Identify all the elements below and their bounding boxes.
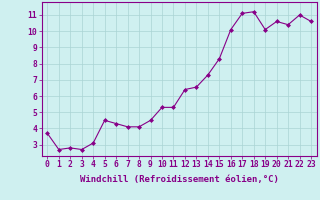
X-axis label: Windchill (Refroidissement éolien,°C): Windchill (Refroidissement éolien,°C) xyxy=(80,175,279,184)
